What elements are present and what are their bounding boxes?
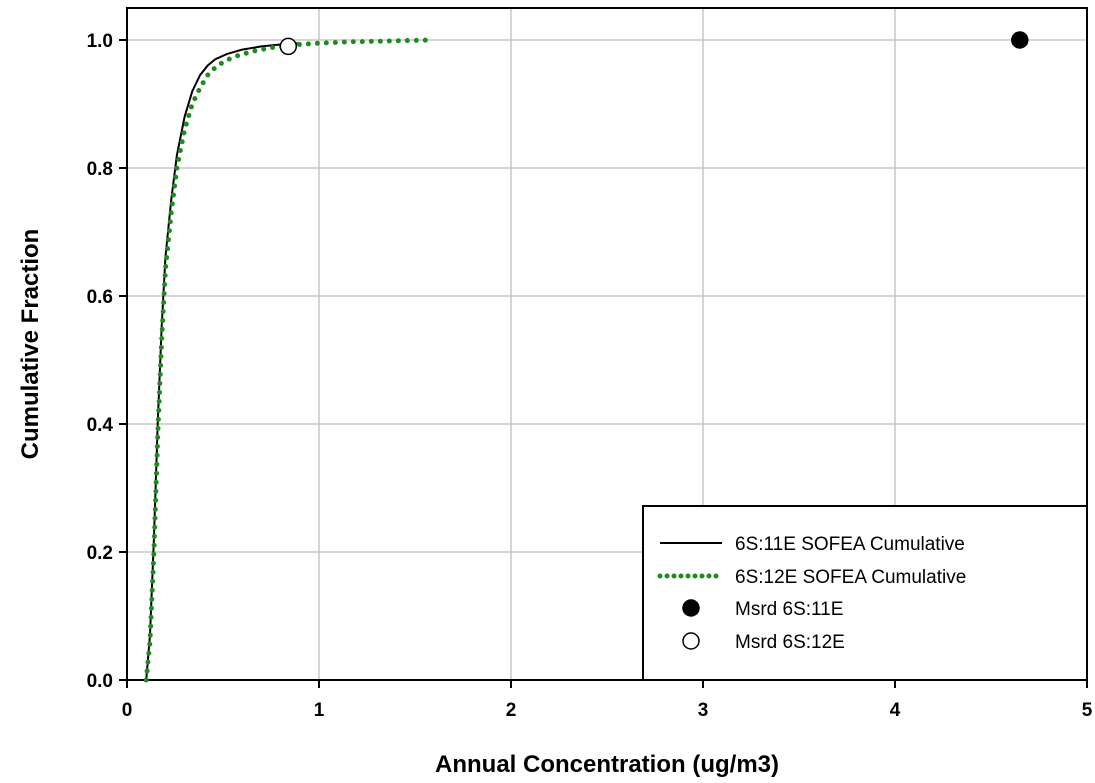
x-tick-label-1: 1 — [314, 700, 325, 721]
y-tick-label-3: 0.6 — [87, 287, 113, 308]
y-axis-title: Cumulative Fraction — [17, 229, 44, 460]
point-0 — [1011, 31, 1029, 49]
points-layer — [279, 31, 1029, 56]
legend-label-msrd-6s11e: Msrd 6S:11E — [735, 599, 843, 620]
series-line-1 — [143, 37, 437, 683]
series-layer — [143, 37, 437, 683]
legend-label-6s12e: 6S:12E SOFEA Cumulative — [735, 567, 966, 588]
x-tick-label-3: 3 — [698, 700, 709, 721]
legend-marker-msrd-6s12e — [682, 632, 700, 650]
y-tick-label-1: 0.2 — [87, 543, 113, 564]
x-tick-label-4: 4 — [890, 700, 901, 721]
y-tick-label-4: 0.8 — [87, 159, 113, 180]
series-line-0 — [145, 42, 300, 681]
plot-frame — [126, 7, 1088, 681]
grid — [127, 8, 1087, 680]
point-1 — [279, 37, 298, 56]
ticks: 0 1 2 3 4 5 0.0 0.2 0.4 0.6 0.8 1.0 — [87, 31, 1093, 721]
legend-marker-msrd-6s11e — [682, 599, 700, 617]
y-tick-label-0: 0.0 — [87, 671, 113, 692]
x-tick-label-0: 0 — [122, 700, 133, 721]
legend: 6S:11E SOFEA Cumulative 6S:12E SOFEA Cum… — [642, 505, 1088, 681]
x-tick-label-2: 2 — [506, 700, 517, 721]
y-tick-label-2: 0.4 — [87, 415, 114, 436]
legend-box — [642, 505, 1088, 681]
legend-label-6s11e: 6S:11E SOFEA Cumulative — [735, 534, 965, 555]
y-tick-label-5: 1.0 — [87, 31, 113, 52]
x-tick-label-5: 5 — [1082, 700, 1093, 721]
legend-label-msrd-6s12e: Msrd 6S:12E — [735, 632, 845, 653]
x-axis-title: Annual Concentration (ug/m3) — [435, 751, 779, 778]
